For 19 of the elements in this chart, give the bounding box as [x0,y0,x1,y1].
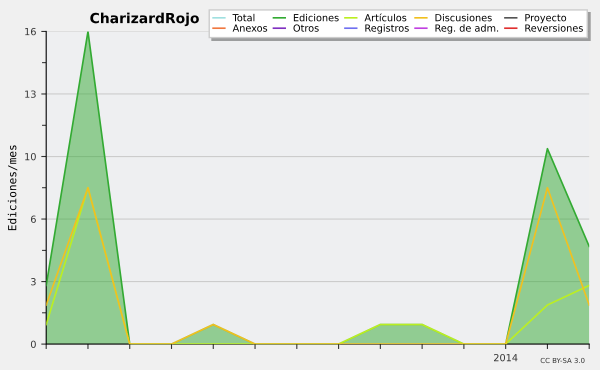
y-tick-label: 0 [30,340,36,348]
y-tick-label: 3 [31,278,36,286]
x-tick-label: 2014 [494,354,518,362]
legend-label: Discusiones [436,14,492,22]
legend-label: Reversiones [525,24,583,32]
legend-label: Reg. de adm. [436,24,498,34]
legend-label: Anexos [232,24,268,32]
y-tick-label: 13 [25,90,36,98]
legend-label: Registros [365,24,409,34]
legend-label: Ediciones [294,14,339,22]
legend-label: Proyecto [525,14,566,24]
y-tick-label: 16 [25,28,36,36]
chart-title: CharizardRojo [90,12,199,26]
y-tick-label: 10 [25,152,36,160]
legend-label: Artículos [364,13,406,22]
legend-label: Otros [293,24,319,32]
y-axis-title: Ediciones/mes [8,145,18,230]
legend-label: Total [232,14,254,22]
y-tick-label: 6 [30,216,36,223]
